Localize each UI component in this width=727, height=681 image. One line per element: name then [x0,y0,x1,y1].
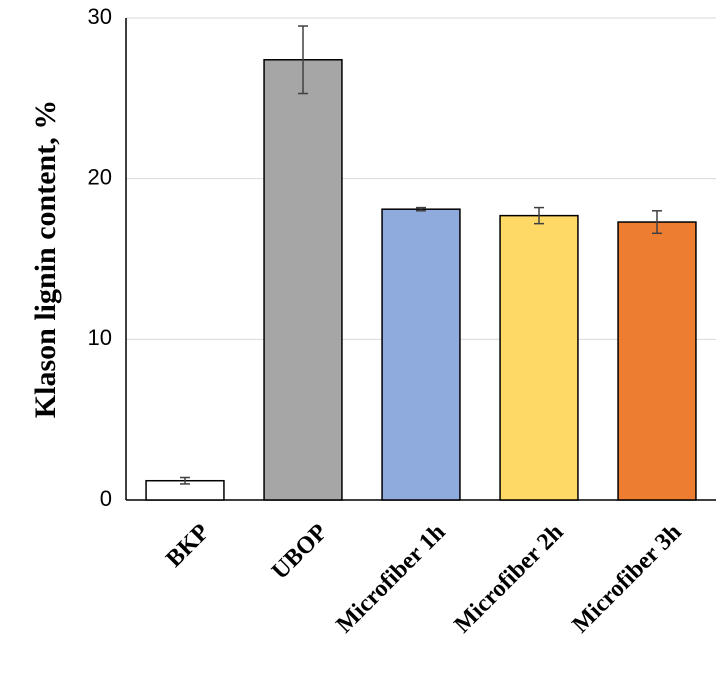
y-tick-label: 20 [88,164,112,189]
y-tick-label: 0 [100,486,112,511]
x-tick-label: Microfiber 2h [449,519,568,638]
x-tick-label: Microfiber 3h [567,519,686,638]
y-tick-label: 10 [88,325,112,350]
y-tick-label: 30 [88,4,112,29]
bar [263,59,343,501]
bar [381,208,461,501]
x-tick-label: Microfiber 1h [331,519,450,638]
x-tick-label: UBOP [267,519,333,585]
x-tick-label: BKP [161,519,214,572]
bar [499,214,579,501]
bar [617,221,697,501]
y-axis-label: Klason lignin content, % [29,100,62,418]
